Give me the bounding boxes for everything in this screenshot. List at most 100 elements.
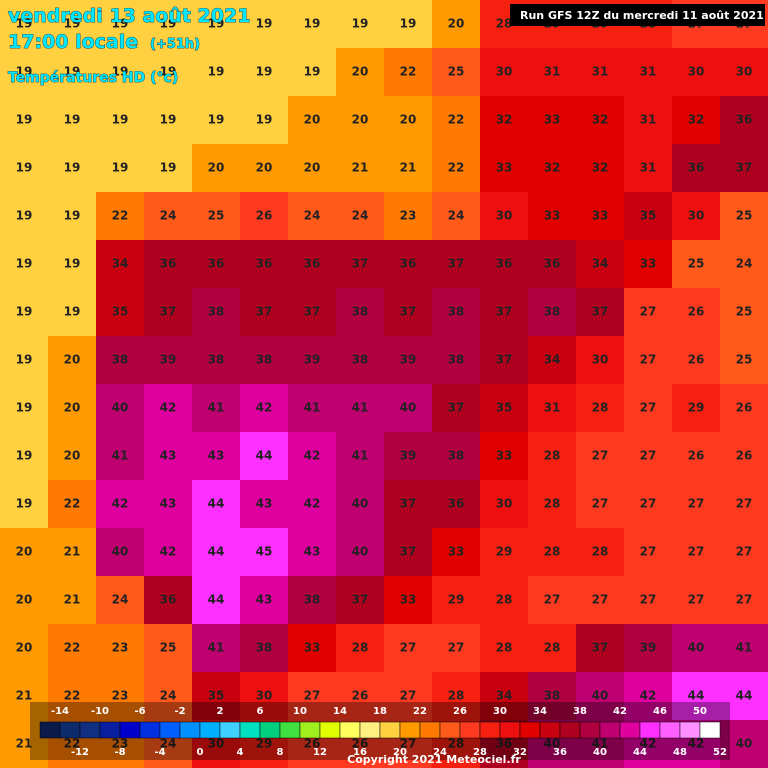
temp-value: 37 — [496, 305, 513, 319]
legend-swatch — [359, 721, 381, 739]
legend-swatch — [379, 721, 401, 739]
temp-value: 29 — [448, 593, 465, 607]
temp-cell — [48, 480, 97, 529]
temp-cell — [624, 144, 673, 193]
temp-value: 37 — [448, 401, 465, 415]
temp-value: 19 — [64, 257, 81, 271]
temp-cell — [624, 432, 673, 481]
temp-value: 42 — [640, 737, 657, 751]
temp-cell — [48, 96, 97, 145]
temp-cell — [240, 240, 289, 289]
legend-swatch — [139, 721, 161, 739]
temp-cell — [0, 528, 49, 577]
temp-value: 20 — [352, 113, 369, 127]
temp-value: 20 — [16, 593, 33, 607]
legend-label: 22 — [413, 706, 427, 717]
temp-value: 21 — [352, 161, 369, 175]
temp-cell — [720, 528, 768, 577]
temp-value: 27 — [688, 545, 705, 559]
temp-cell — [480, 480, 529, 529]
temp-value: 38 — [448, 353, 465, 367]
temp-value: 44 — [208, 593, 225, 607]
time: 17:00 locale — [8, 31, 138, 53]
temp-cell — [96, 288, 145, 337]
temp-cell — [96, 528, 145, 577]
temp-cell — [336, 48, 385, 97]
temp-value: 19 — [256, 65, 273, 79]
legend-swatch — [419, 721, 441, 739]
temp-cell — [624, 624, 673, 673]
legend-label: 32 — [513, 747, 527, 758]
temp-value: 24 — [736, 257, 753, 271]
temp-cell — [48, 144, 97, 193]
temp-cell — [144, 672, 193, 721]
temp-cell — [720, 192, 768, 241]
temp-value: 19 — [16, 161, 33, 175]
temp-cell — [240, 624, 289, 673]
temp-cell — [192, 192, 241, 241]
temp-cell — [624, 192, 673, 241]
temp-value: 44 — [736, 689, 753, 703]
temp-value: 19 — [112, 17, 129, 31]
temp-cell — [336, 624, 385, 673]
temp-cell — [528, 240, 577, 289]
temp-value: 41 — [112, 449, 129, 463]
temp-value: 22 — [112, 209, 129, 223]
temp-cell — [288, 288, 337, 337]
temp-cell — [288, 240, 337, 289]
temp-cell — [528, 48, 577, 97]
temp-value: 19 — [208, 65, 225, 79]
temp-cell — [192, 384, 241, 433]
temp-cell — [144, 624, 193, 673]
temp-cell — [384, 576, 433, 625]
temp-value: 19 — [352, 17, 369, 31]
temp-value: 19 — [16, 17, 33, 31]
temp-value: 33 — [640, 257, 657, 271]
temp-value: 31 — [640, 113, 657, 127]
temp-value: 37 — [352, 593, 369, 607]
temp-value: 19 — [208, 17, 225, 31]
legend-swatch — [519, 721, 541, 739]
temp-cell — [336, 192, 385, 241]
temp-cell — [432, 336, 481, 385]
legend-label: 50 — [693, 706, 707, 717]
temp-value: 37 — [448, 257, 465, 271]
temp-cell — [240, 0, 289, 49]
legend-swatch — [299, 721, 321, 739]
temp-cell — [528, 432, 577, 481]
temp-value: 27 — [640, 305, 657, 319]
temp-value: 28 — [496, 641, 513, 655]
temp-cell — [48, 432, 97, 481]
legend-label: 12 — [313, 747, 327, 758]
temp-value: 40 — [544, 737, 561, 751]
temp-value: 28 — [544, 545, 561, 559]
temp-value: 33 — [448, 545, 465, 559]
temp-cell — [672, 192, 721, 241]
temp-value: 23 — [112, 641, 129, 655]
temp-cell — [336, 672, 385, 721]
legend-label: 42 — [613, 706, 627, 717]
temp-cell — [672, 432, 721, 481]
temp-cell — [528, 672, 577, 721]
temp-value: 19 — [64, 161, 81, 175]
temp-cell — [720, 672, 768, 721]
temp-value: 33 — [400, 593, 417, 607]
temp-value: 25 — [736, 209, 753, 223]
temp-cell — [720, 576, 768, 625]
temp-cell — [336, 384, 385, 433]
temp-value: 42 — [304, 449, 321, 463]
temp-value: 21 — [64, 593, 81, 607]
temp-value: 36 — [544, 257, 561, 271]
temp-value: 19 — [208, 113, 225, 127]
temp-value: 31 — [640, 161, 657, 175]
temp-cell — [432, 672, 481, 721]
temp-value: 19 — [16, 257, 33, 271]
temp-value: 43 — [208, 449, 225, 463]
temp-cell — [672, 144, 721, 193]
legend-label: 10 — [293, 706, 307, 717]
temp-value: 43 — [256, 593, 273, 607]
temp-cell — [192, 288, 241, 337]
temp-value: 43 — [160, 449, 177, 463]
temp-cell — [384, 240, 433, 289]
